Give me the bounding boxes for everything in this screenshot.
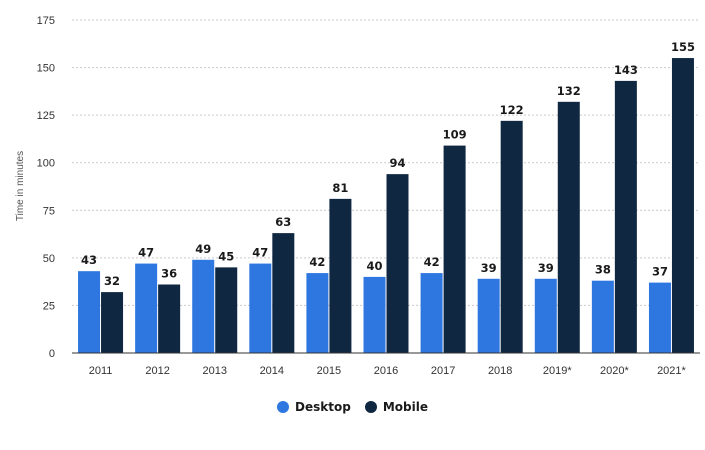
x-tick-label: 2014 bbox=[260, 365, 284, 377]
bar-mobile-2014[interactable] bbox=[272, 233, 295, 353]
bar-mobile-2021[interactable] bbox=[671, 58, 694, 354]
x-tick-label: 2019* bbox=[543, 365, 572, 377]
x-tick-label: 2021* bbox=[657, 365, 686, 377]
data-label: 40 bbox=[366, 259, 382, 273]
legend-marker-desktop bbox=[277, 401, 290, 413]
data-label: 32 bbox=[104, 274, 120, 288]
x-tick-label: 2018 bbox=[488, 365, 512, 377]
bar-mobile-2018[interactable] bbox=[500, 120, 523, 353]
y-tick-label: 25 bbox=[43, 300, 55, 312]
data-label: 47 bbox=[138, 246, 154, 260]
y-axis-title: Time in minutes bbox=[15, 151, 26, 221]
data-label: 49 bbox=[195, 242, 211, 256]
x-tick-label: 2017 bbox=[431, 365, 455, 377]
data-label: 42 bbox=[424, 255, 440, 269]
bar-desktop-2016[interactable] bbox=[363, 276, 386, 353]
data-label: 36 bbox=[161, 266, 177, 280]
x-tick-label: 2013 bbox=[202, 365, 226, 377]
bar-mobile-2011[interactable] bbox=[101, 292, 124, 353]
data-label: 47 bbox=[252, 246, 268, 260]
x-axis-ticks: 2011 2012 2013 2014 2015 2016 2017 2018 2019* 202… bbox=[89, 365, 687, 377]
y-tick-label: 0 bbox=[49, 348, 55, 360]
bar-mobile-2015[interactable] bbox=[329, 198, 352, 353]
data-label: 38 bbox=[595, 263, 611, 277]
data-label: 122 bbox=[500, 103, 524, 117]
bar-desktop-2014[interactable] bbox=[249, 263, 272, 353]
bar-mobile-2019[interactable] bbox=[557, 101, 580, 353]
x-tick-label: 2020* bbox=[600, 365, 629, 377]
gridlines bbox=[72, 19, 700, 306]
data-label: 94 bbox=[389, 156, 405, 170]
data-label: 42 bbox=[309, 255, 325, 269]
legend-label-desktop: Desktop bbox=[295, 400, 351, 414]
x-tick-label: 2011 bbox=[89, 365, 113, 377]
y-tick-label: 50 bbox=[43, 253, 55, 265]
y-tick-label: 125 bbox=[37, 110, 55, 122]
bar-desktop-2020[interactable] bbox=[591, 280, 614, 353]
x-tick-label: 2016 bbox=[374, 365, 398, 377]
data-label: 43 bbox=[81, 253, 97, 267]
bar-mobile-2012[interactable] bbox=[158, 284, 181, 353]
data-label: 45 bbox=[218, 249, 234, 263]
bar-desktop-2013[interactable] bbox=[192, 259, 215, 353]
y-tick-label: 100 bbox=[37, 158, 55, 170]
x-tick-label: 2015 bbox=[317, 365, 341, 377]
bar-mobile-2020[interactable] bbox=[614, 80, 637, 354]
bar-desktop-2012[interactable] bbox=[135, 263, 158, 353]
y-axis-ticks: 0 25 50 75 100 125 150 175 bbox=[37, 15, 55, 360]
data-label: 39 bbox=[538, 261, 554, 275]
legend: Desktop Mobile bbox=[0, 400, 705, 414]
data-label: 155 bbox=[671, 40, 695, 54]
legend-label-mobile: Mobile bbox=[382, 400, 428, 414]
bar-mobile-2017[interactable] bbox=[443, 145, 466, 353]
y-tick-label: 150 bbox=[37, 63, 55, 75]
x-tick-label: 2012 bbox=[145, 365, 169, 377]
data-label: 143 bbox=[614, 63, 638, 77]
bar-mobile-2016[interactable] bbox=[386, 174, 409, 353]
bar-desktop-2017[interactable] bbox=[420, 273, 443, 353]
bar-desktop-2021[interactable] bbox=[648, 282, 671, 353]
legend-item-mobile[interactable]: Mobile bbox=[364, 400, 428, 414]
bar-desktop-2011[interactable] bbox=[78, 271, 101, 353]
data-label: 132 bbox=[557, 84, 581, 98]
y-tick-label: 75 bbox=[43, 205, 55, 217]
data-label: 81 bbox=[332, 181, 348, 195]
bar-desktop-2018[interactable] bbox=[477, 278, 500, 353]
data-label: 109 bbox=[443, 128, 467, 142]
data-label: 39 bbox=[481, 261, 497, 275]
y-tick-label: 175 bbox=[37, 15, 55, 27]
data-label: 63 bbox=[275, 215, 291, 229]
legend-item-desktop[interactable]: Desktop bbox=[277, 400, 351, 414]
bar-mobile-2013[interactable] bbox=[215, 267, 238, 353]
data-label: 37 bbox=[652, 265, 668, 279]
bar-desktop-2019[interactable] bbox=[534, 278, 557, 353]
legend-marker-mobile bbox=[364, 401, 377, 413]
bars bbox=[78, 58, 694, 354]
data-labels: 43 32 47 36 49 45 47 63 42 81 40 94 42 109 39 122 39 132 3… bbox=[81, 40, 695, 288]
bar-desktop-2015[interactable] bbox=[306, 273, 329, 353]
